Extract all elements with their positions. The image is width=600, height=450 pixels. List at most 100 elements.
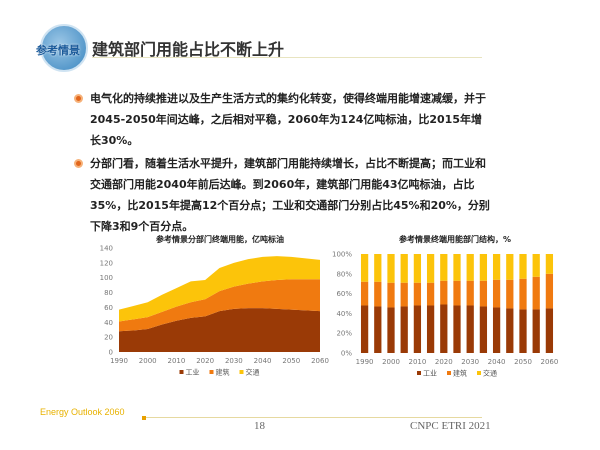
bar-segment xyxy=(532,254,540,277)
bar-segment xyxy=(374,254,382,282)
page-number: 18 xyxy=(254,420,265,432)
bar-segment xyxy=(479,306,488,353)
x-tick-label: 1990 xyxy=(356,358,374,366)
bar-segment xyxy=(492,307,501,353)
x-tick-label: 2050 xyxy=(514,358,532,366)
legend-swatch xyxy=(209,370,214,374)
x-tick-label: 2040 xyxy=(488,358,506,366)
bar-segment xyxy=(413,282,422,306)
footer-line xyxy=(146,417,482,418)
bar-segment xyxy=(532,309,540,353)
bar-segment xyxy=(506,308,514,353)
bar-segment xyxy=(506,279,514,309)
bar-segment xyxy=(453,305,461,353)
bar-segment xyxy=(506,254,514,280)
y-tick-label: 120 xyxy=(100,259,113,267)
area-series-工业 xyxy=(119,308,320,352)
bar-segment xyxy=(545,273,554,309)
y-tick-label: 100% xyxy=(332,251,352,259)
x-tick-label: 1990 xyxy=(110,357,128,365)
y-tick-label: 80% xyxy=(336,270,352,278)
bar-segment xyxy=(440,254,448,281)
legend-label: 工业 xyxy=(186,368,200,377)
x-tick-label: 2000 xyxy=(139,357,157,365)
bar-segment xyxy=(360,281,369,306)
bullet-item: 电气化的持续推进以及生产生活方式的集约化转变，使得终端用能增速减缓，并于2045… xyxy=(72,88,492,151)
chart-title: 参考情景分部门终端用能，亿吨标油 xyxy=(155,234,284,244)
x-tick-label: 2020 xyxy=(435,358,453,366)
bar-segment xyxy=(545,254,554,274)
footer-org: CNPC ETRI 2021 xyxy=(410,420,491,432)
bullet-text: 分部门看，随着生活水平提升，建筑部门用能持续增长，占比不断提高；而工业和交通部门… xyxy=(90,157,490,233)
y-tick-label: 60 xyxy=(104,304,113,312)
x-tick-label: 2020 xyxy=(196,357,214,365)
bar-segment xyxy=(426,305,435,353)
legend-swatch xyxy=(417,371,421,375)
x-tick-label: 2030 xyxy=(225,357,243,365)
legend-swatch xyxy=(477,371,481,375)
legend-swatch xyxy=(239,370,244,374)
bar-segment xyxy=(360,305,369,353)
bar-segment xyxy=(400,254,408,283)
bar-segment xyxy=(400,306,408,353)
bar-segment xyxy=(519,254,527,279)
bar-segment xyxy=(519,309,527,353)
legend-swatch xyxy=(179,370,184,374)
bar-segment xyxy=(360,254,369,282)
x-tick-label: 2010 xyxy=(168,357,186,365)
bar-segment xyxy=(387,282,395,308)
bar-segment xyxy=(545,308,554,353)
x-tick-label: 2010 xyxy=(408,358,426,366)
y-tick-label: 80 xyxy=(104,289,113,297)
chart-title: 参考情景终端用能部门结构，% xyxy=(398,234,511,244)
bar-segment xyxy=(413,305,422,353)
bar-segment xyxy=(453,254,461,281)
title-divider xyxy=(92,57,482,58)
logo: 参考情景 xyxy=(36,24,88,72)
x-tick-label: 2000 xyxy=(382,358,400,366)
y-tick-label: 0 xyxy=(109,349,113,357)
x-tick-label: 2060 xyxy=(311,357,329,365)
bullet-item: 分部门看，随着生活水平提升，建筑部门用能持续增长，占比不断提高；而工业和交通部门… xyxy=(72,153,492,237)
bullet-icon xyxy=(74,94,83,103)
area-series-建筑 xyxy=(119,279,320,332)
bar-segment xyxy=(466,280,474,306)
x-tick-label: 2060 xyxy=(540,358,558,366)
bullet-list: 电气化的持续推进以及生产生活方式的集约化转变，使得终端用能增速减缓，并于2045… xyxy=(72,88,492,239)
bar-segment xyxy=(440,280,448,305)
bar-segment xyxy=(466,305,474,353)
footer-brand: Energy Outlook 2060 xyxy=(40,407,125,417)
bar-segment xyxy=(479,280,488,307)
bar-segment xyxy=(400,282,408,307)
area-series-交通 xyxy=(119,256,320,322)
legend-label: 交通 xyxy=(483,369,497,378)
bar-segment xyxy=(387,307,395,353)
bar-segment xyxy=(440,304,448,353)
bar-segment xyxy=(387,254,395,283)
bar-segment xyxy=(374,281,382,307)
y-tick-label: 40% xyxy=(336,310,352,318)
legend-label: 工业 xyxy=(423,369,437,378)
legend-label: 交通 xyxy=(246,368,260,377)
y-tick-label: 140 xyxy=(100,245,113,253)
page-title: 建筑部门用能占比不断上升 xyxy=(92,40,285,59)
x-tick-label: 2030 xyxy=(461,358,479,366)
bar-segment xyxy=(426,254,435,283)
logo-text: 参考情景 xyxy=(36,44,80,57)
bar-segment xyxy=(374,306,382,353)
legend-label: 建筑 xyxy=(216,368,230,377)
legend-label: 建筑 xyxy=(453,369,467,378)
x-tick-label: 2040 xyxy=(254,357,272,365)
y-tick-label: 100 xyxy=(100,274,113,282)
y-tick-label: 20 xyxy=(104,334,113,342)
bar-segment xyxy=(479,254,488,281)
bar-segment xyxy=(466,254,474,281)
bar-segment xyxy=(426,282,435,306)
x-tick-label: 2050 xyxy=(282,357,300,365)
bar-segment xyxy=(519,278,527,310)
bullet-text: 电气化的持续推进以及生产生活方式的集约化转变，使得终端用能增速减缓，并于2045… xyxy=(90,92,486,147)
bullet-icon xyxy=(74,159,83,168)
bar-segment xyxy=(413,254,422,283)
